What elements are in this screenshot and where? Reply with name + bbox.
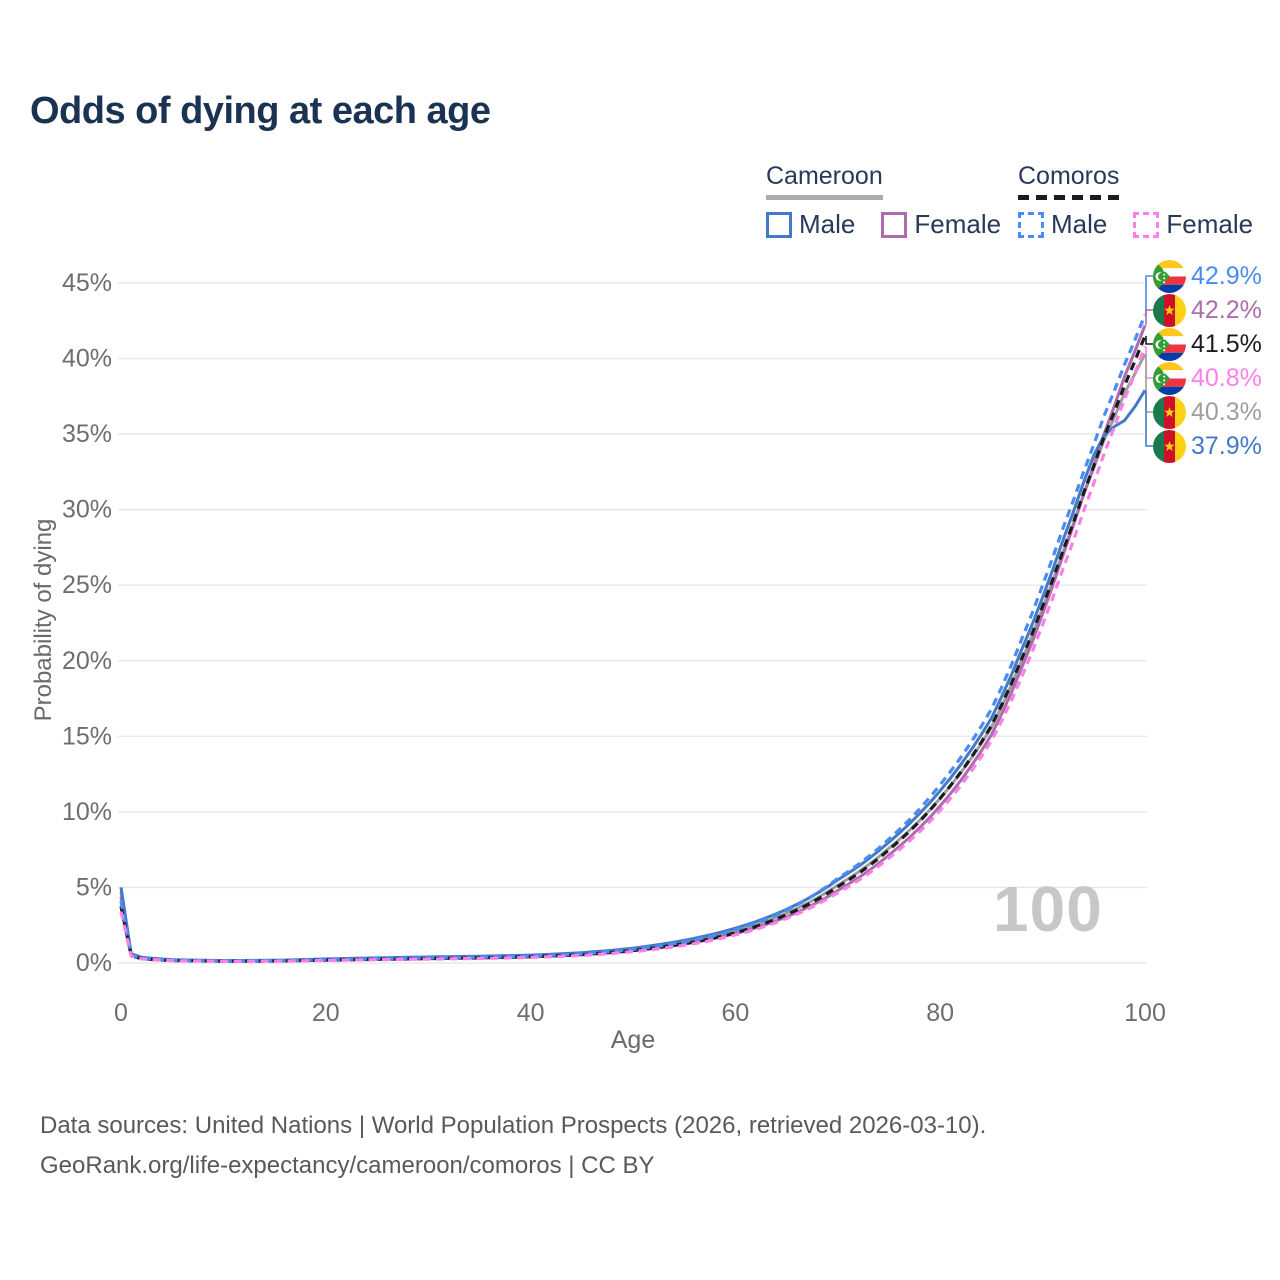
comoros-flag-icon [1153, 361, 1186, 395]
x-axis-title: Age [610, 1026, 656, 1054]
endpoint-labels: 42.9% 42.2% 41.5% [1153, 259, 1262, 463]
cameroon-male-swatch-icon [766, 211, 792, 238]
age-watermark: 100 [993, 873, 1103, 945]
y-tick-label: 15% [62, 722, 112, 750]
endpoint-row: 40.3% [1153, 395, 1262, 429]
legend-item-cameroon-female[interactable]: Female [881, 209, 1001, 240]
legend-item-comoros-female[interactable]: Female [1133, 209, 1253, 240]
y-tick-label: 10% [62, 798, 112, 826]
attribution-line: GeoRank.org/life-expectancy/cameroon/com… [40, 1152, 655, 1179]
comoros-male-swatch-icon [1018, 211, 1044, 238]
y-tick-label: 40% [62, 345, 112, 373]
endpoint-value: 37.9% [1191, 431, 1262, 460]
x-tick-label: 80 [926, 999, 954, 1027]
endpoint-leader-line [1145, 390, 1153, 447]
chart-footer: Data sources: United Nations | World Pop… [40, 1106, 986, 1186]
endpoint-leader-line [1145, 309, 1153, 326]
legend-group-cameroon: Cameroon Male Female [766, 162, 1001, 240]
endpoint-value: 42.2% [1191, 295, 1262, 324]
x-tick-label: 60 [721, 999, 749, 1027]
y-tick-label: 5% [76, 873, 112, 901]
cameroon-female-swatch-icon [881, 211, 908, 238]
comoros-flag-icon [1153, 327, 1186, 361]
legend-item-label: Female [914, 209, 1002, 239]
endpoint-leader-line [1145, 275, 1153, 315]
endpoint-value: 42.9% [1191, 261, 1262, 290]
x-tick-label: 0 [114, 999, 128, 1027]
endpoint-row: 37.9% [1153, 429, 1262, 463]
x-tick-label: 40 [517, 999, 545, 1027]
legend-header-comoros: Comoros [1018, 162, 1120, 200]
endpoint-leader-line [1145, 335, 1153, 345]
legend-country-label: Cameroon [766, 162, 883, 190]
legend-item-label: Female [1166, 209, 1254, 239]
endpoint-row: 42.9% [1153, 259, 1262, 293]
legend-item-label: Male [1051, 209, 1108, 239]
endpoint-value: 41.5% [1191, 329, 1262, 358]
legend-country-label: Comoros [1018, 162, 1120, 190]
y-tick-label: 35% [62, 420, 112, 448]
y-tick-label: 25% [62, 571, 112, 599]
y-tick-label: 20% [62, 647, 112, 675]
y-tick-label: 30% [62, 496, 112, 524]
endpoint-row: 42.2% [1153, 293, 1262, 327]
x-tick-label: 100 [1124, 999, 1166, 1027]
legend-item-comoros-male[interactable]: Male [1018, 209, 1107, 240]
legend-header-cameroon: Cameroon [766, 162, 883, 200]
cameroon-flag-icon [1153, 429, 1186, 463]
endpoint-value: 40.3% [1191, 397, 1262, 426]
endpoint-row: 41.5% [1153, 327, 1262, 361]
series-line-comoros-female[interactable] [119, 345, 1147, 963]
series-line-cameroon-female[interactable] [119, 324, 1147, 963]
cameroon-flag-icon [1153, 293, 1186, 327]
endpoint-value: 40.8% [1191, 363, 1262, 392]
endpoint-leader-line [1145, 354, 1153, 413]
series-line-cameroon-male[interactable] [119, 389, 1147, 963]
endpoint-leader-line [1145, 346, 1153, 379]
data-source-line: Data sources: United Nations | World Pop… [40, 1112, 987, 1139]
y-axis-title: Probability of dying [30, 518, 57, 722]
comoros-female-swatch-icon [1133, 211, 1160, 238]
y-tick-label: 45% [62, 269, 112, 297]
series-line-cameroon[interactable] [119, 353, 1147, 963]
legend-item-label: Male [799, 209, 856, 239]
cameroon-flag-icon [1153, 395, 1186, 429]
legend-group-comoros: Comoros Male Female [1018, 162, 1253, 240]
cameroon-solid-line-sample [766, 195, 883, 200]
x-tick-label: 20 [312, 999, 340, 1027]
series-line-comoros-male[interactable] [119, 314, 1147, 963]
endpoint-row: 40.8% [1153, 361, 1262, 395]
y-tick-label: 0% [76, 949, 112, 977]
comoros-flag-icon [1153, 259, 1186, 293]
page-title: Odds of dying at each age [30, 90, 491, 132]
comoros-dashed-line-sample [1018, 195, 1120, 200]
legend-item-cameroon-male[interactable]: Male [766, 209, 855, 240]
series-line-comoros[interactable] [119, 335, 1147, 963]
